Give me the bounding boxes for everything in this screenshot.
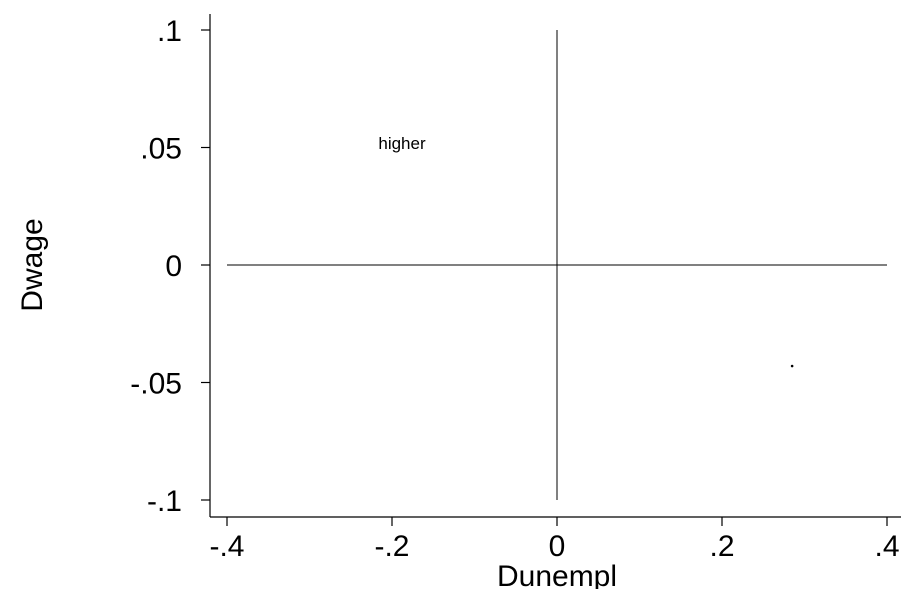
data-points bbox=[790, 364, 794, 368]
annotation-label: higher bbox=[378, 134, 426, 153]
y-tick-label: .05 bbox=[140, 133, 182, 166]
axes: .1 .05 0 -.05 -.1 -.4 -.2 0 .2 .4 bbox=[130, 14, 901, 563]
reference-lines bbox=[227, 30, 887, 500]
y-tick-label: -.1 bbox=[147, 485, 182, 518]
y-tick-label: .1 bbox=[157, 15, 182, 48]
x-tick-label: .2 bbox=[709, 530, 734, 563]
x-tick-label: 0 bbox=[549, 530, 566, 563]
data-point bbox=[790, 364, 794, 368]
y-tick-label: 0 bbox=[165, 250, 182, 283]
y-tick-label: -.05 bbox=[130, 368, 182, 401]
x-axis-title: Dunempl bbox=[497, 560, 617, 589]
x-tick-label: -.2 bbox=[374, 530, 409, 563]
x-tick-label: -.4 bbox=[209, 530, 244, 563]
annotations: higher bbox=[378, 134, 426, 153]
y-axis-title: Dwage bbox=[16, 218, 49, 311]
x-tick-label: .4 bbox=[874, 530, 899, 563]
